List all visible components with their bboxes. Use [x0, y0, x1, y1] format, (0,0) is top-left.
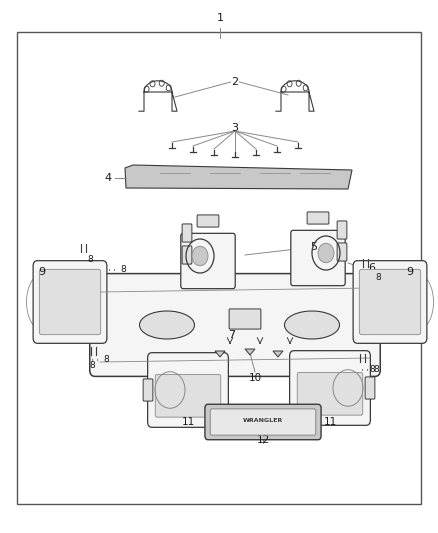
Text: 10: 10	[248, 373, 261, 383]
FancyBboxPatch shape	[148, 353, 228, 427]
FancyBboxPatch shape	[337, 221, 347, 239]
FancyBboxPatch shape	[307, 212, 329, 224]
FancyBboxPatch shape	[197, 215, 219, 227]
FancyBboxPatch shape	[210, 409, 316, 435]
Polygon shape	[215, 351, 225, 357]
Text: 2: 2	[231, 77, 239, 87]
FancyBboxPatch shape	[337, 243, 347, 261]
FancyBboxPatch shape	[290, 351, 371, 425]
FancyBboxPatch shape	[143, 379, 153, 401]
Circle shape	[318, 243, 334, 263]
Text: 8: 8	[103, 356, 109, 365]
Text: 9: 9	[406, 267, 413, 277]
Polygon shape	[125, 165, 352, 189]
FancyBboxPatch shape	[90, 273, 380, 376]
Text: WRANGLER: WRANGLER	[243, 418, 283, 424]
Text: 12: 12	[256, 435, 270, 445]
Text: 8: 8	[120, 265, 126, 274]
Bar	[17, 32, 421, 504]
Text: 11: 11	[181, 417, 194, 427]
FancyBboxPatch shape	[155, 375, 221, 417]
Text: 7: 7	[229, 330, 236, 340]
FancyBboxPatch shape	[297, 373, 363, 415]
FancyBboxPatch shape	[229, 309, 261, 329]
FancyBboxPatch shape	[182, 224, 192, 242]
FancyBboxPatch shape	[39, 269, 101, 335]
Text: 8: 8	[369, 366, 375, 375]
Circle shape	[192, 246, 208, 266]
FancyBboxPatch shape	[353, 261, 427, 343]
Text: 6: 6	[368, 263, 375, 273]
FancyBboxPatch shape	[182, 246, 192, 264]
Ellipse shape	[139, 311, 194, 339]
FancyBboxPatch shape	[33, 261, 107, 343]
Text: 8: 8	[89, 360, 95, 369]
Text: 5: 5	[310, 242, 317, 252]
Text: 9: 9	[39, 267, 46, 277]
FancyBboxPatch shape	[205, 404, 321, 440]
Polygon shape	[245, 349, 255, 355]
Text: 11: 11	[323, 417, 337, 427]
Text: 8: 8	[87, 255, 93, 264]
Text: 1: 1	[216, 13, 223, 23]
Text: 8: 8	[376, 276, 382, 285]
Ellipse shape	[285, 311, 339, 339]
Text: 3: 3	[232, 123, 239, 133]
FancyBboxPatch shape	[359, 269, 420, 335]
Text: 8: 8	[373, 366, 379, 375]
FancyBboxPatch shape	[291, 230, 345, 286]
Text: 8: 8	[375, 273, 381, 282]
Polygon shape	[273, 351, 283, 357]
FancyBboxPatch shape	[181, 233, 235, 289]
Text: 4: 4	[104, 173, 112, 183]
FancyBboxPatch shape	[365, 377, 375, 399]
